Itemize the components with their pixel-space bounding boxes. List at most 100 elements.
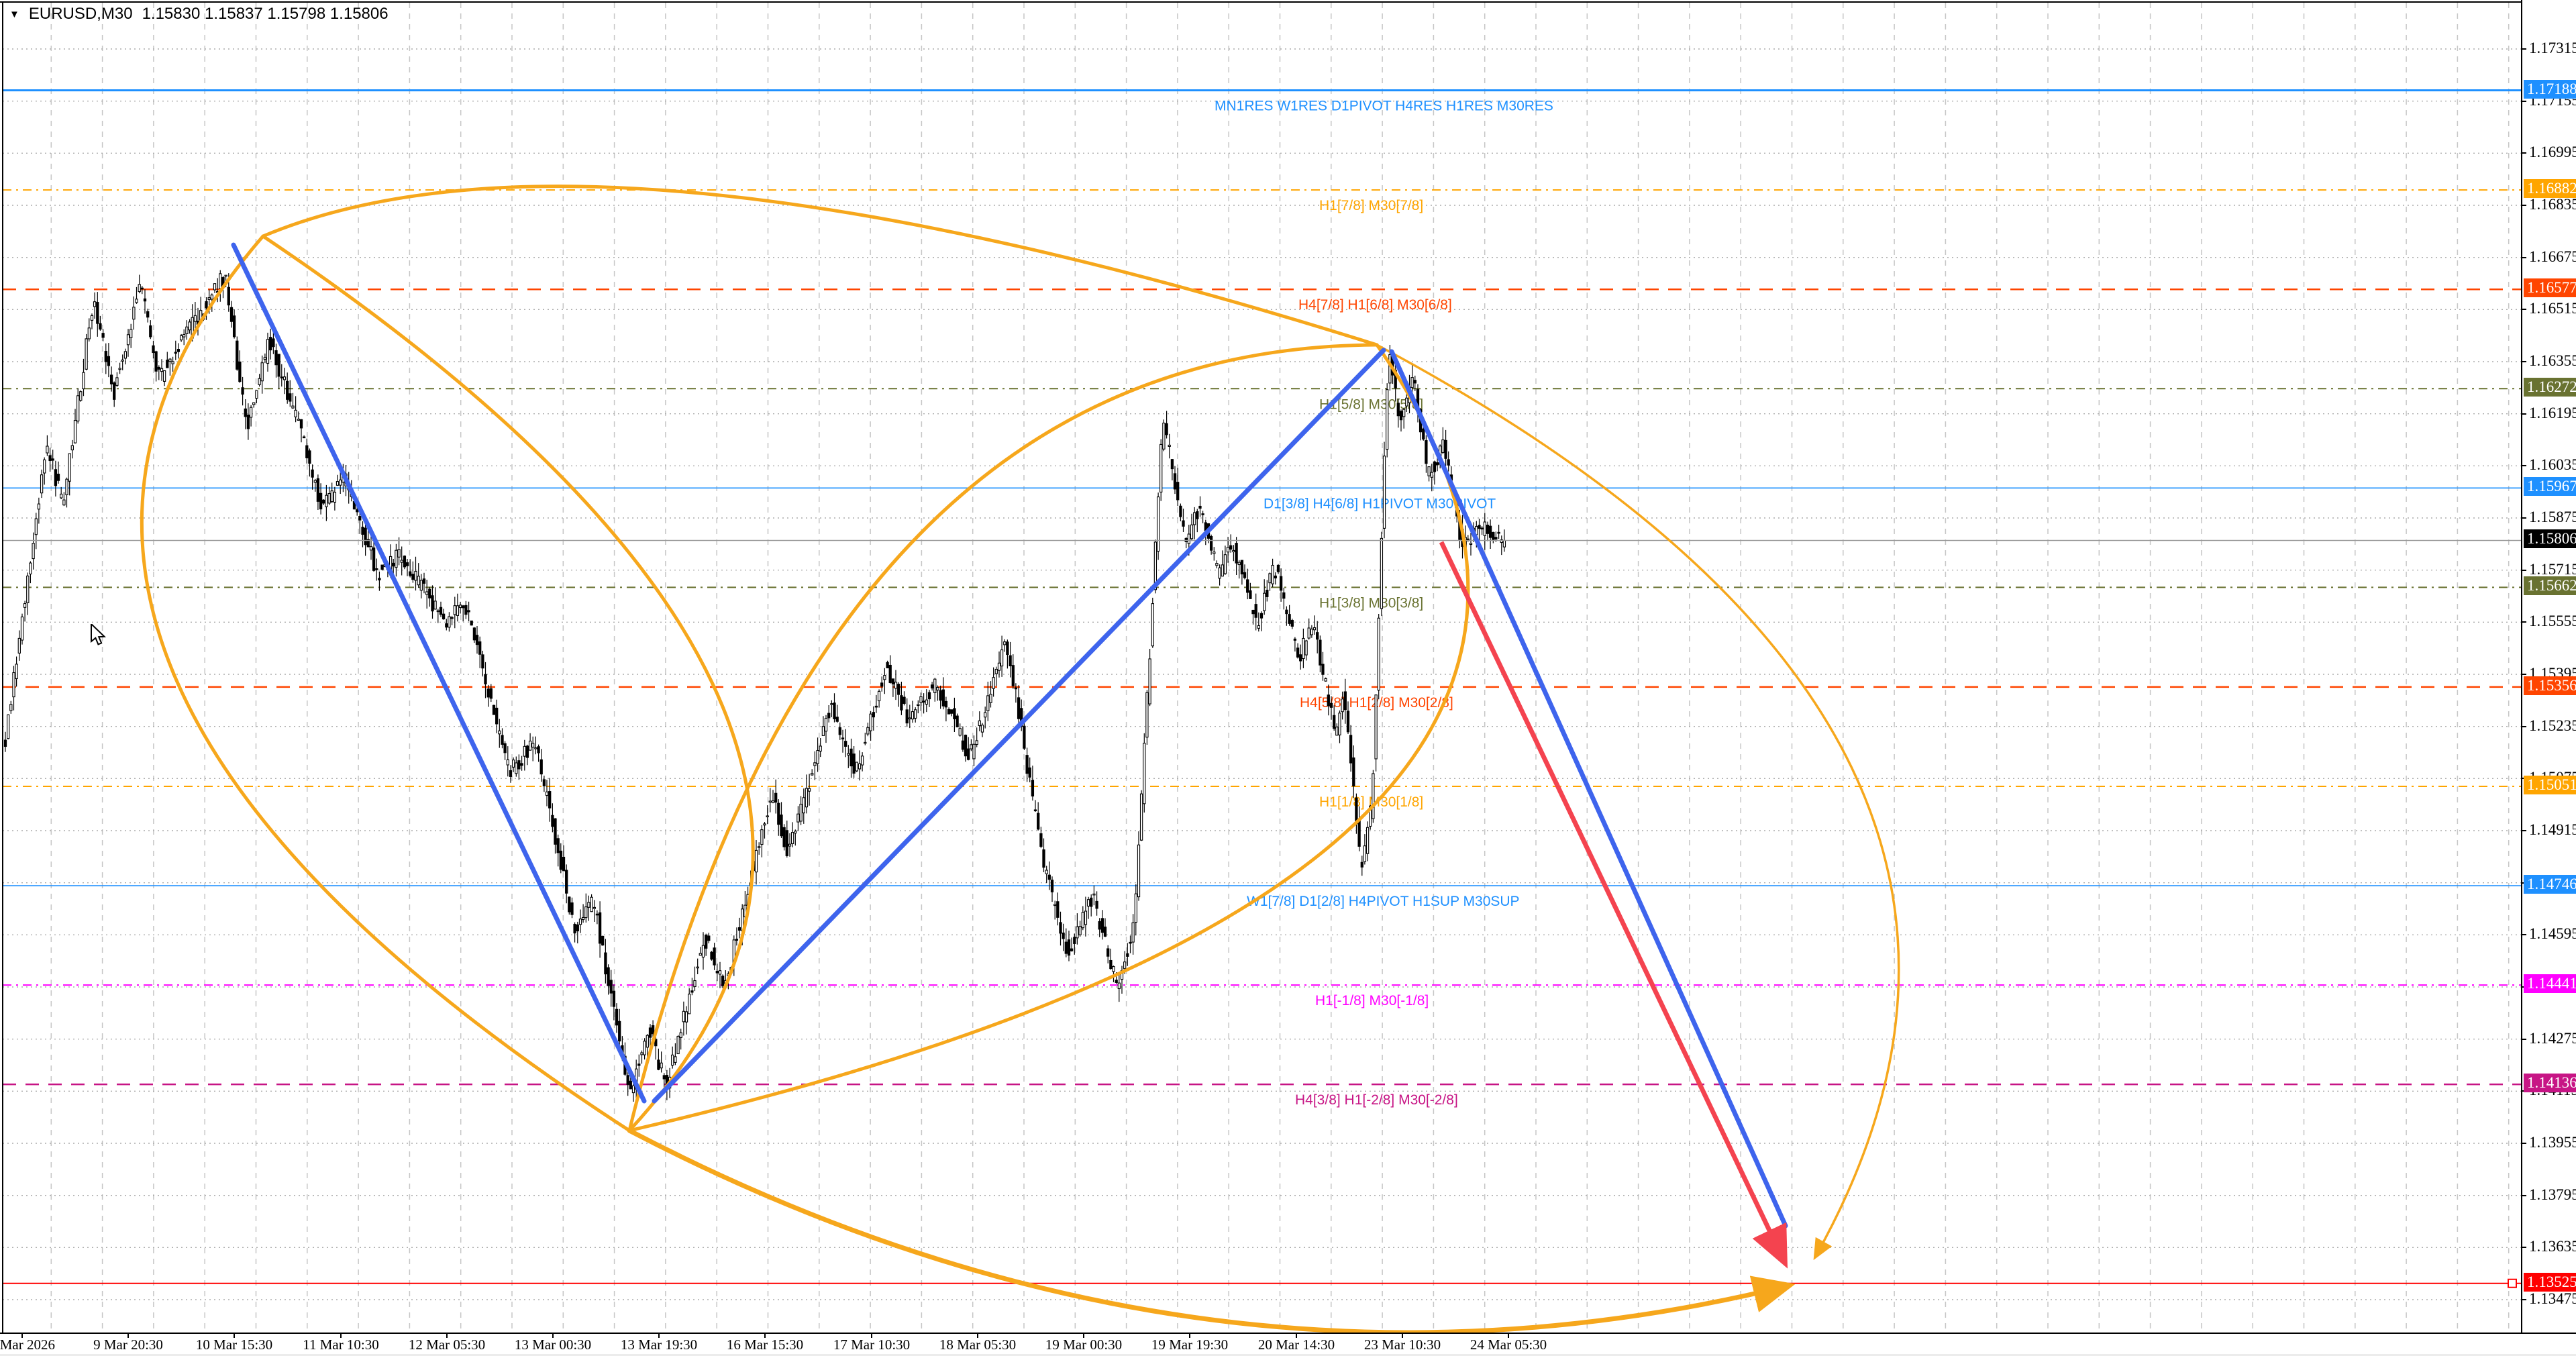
murrey-level-label: H4[7/8] H1[6/8] M30[6/8] bbox=[1298, 297, 1452, 313]
price-tick-label: 1.16515 bbox=[2529, 300, 2576, 317]
orange-cycle-arcs[interactable] bbox=[140, 185, 1900, 1333]
price-badge: 1.15806 bbox=[2524, 529, 2576, 549]
price-tick-label: 1.14915 bbox=[2529, 821, 2576, 838]
time-tick-mark bbox=[234, 1333, 235, 1338]
price-badge: 1.14746 bbox=[2524, 875, 2576, 894]
price-axis[interactable]: 1.17315 1.17155 1.16995 1.16835 1.16675 1.165… bbox=[2521, 0, 2576, 1333]
price-tick-mark bbox=[2521, 256, 2526, 258]
price-tick-label: 1.16035 bbox=[2529, 456, 2576, 474]
orange-arc bbox=[261, 234, 755, 1133]
time-tick-label: 9 Mar 2026 bbox=[0, 1337, 55, 1353]
price-badge: 1.14441 bbox=[2524, 974, 2576, 994]
price-tick-mark bbox=[2521, 465, 2526, 467]
price-tick-mark bbox=[2521, 1038, 2526, 1040]
time-tick-mark bbox=[977, 1333, 978, 1338]
price-badge: 1.15967 bbox=[2524, 477, 2576, 497]
orange-arc bbox=[627, 1128, 1796, 1333]
symbol-dropdown-icon[interactable]: ▼ bbox=[9, 8, 19, 20]
murrey-level-label: H1[-1/8] M30[-1/8] bbox=[1315, 993, 1429, 1008]
price-tick-label: 1.15235 bbox=[2529, 717, 2576, 734]
price-tick-mark bbox=[2521, 621, 2526, 623]
time-tick-label: 20 Mar 14:30 bbox=[1257, 1337, 1335, 1353]
murrey-level-label: MN1RES W1RES D1PIVOT H4RES H1RES M30RES bbox=[1215, 99, 1553, 114]
time-tick-label: 18 Mar 05:30 bbox=[939, 1337, 1017, 1353]
price-tick-mark bbox=[2521, 934, 2526, 936]
time-tick-label: 12 Mar 05:30 bbox=[408, 1337, 486, 1353]
time-tick-mark bbox=[21, 1333, 23, 1338]
murrey-levels: MN1RES W1RES D1PIVOT H4RES H1RES M30RES H… bbox=[3, 89, 2521, 1108]
time-tick-label: 17 Mar 10:30 bbox=[833, 1337, 911, 1353]
price-tick-mark bbox=[2521, 100, 2526, 102]
price-tick-mark bbox=[2521, 361, 2526, 362]
price-tick-label: 1.17315 bbox=[2529, 40, 2576, 56]
time-tick-mark bbox=[446, 1333, 448, 1338]
price-tick-label: 1.15555 bbox=[2529, 613, 2576, 630]
orange-arc bbox=[140, 234, 631, 1133]
time-tick-mark bbox=[1296, 1333, 1297, 1338]
time-tick-label: 10 Mar 15:30 bbox=[195, 1337, 273, 1353]
orange-arc bbox=[1376, 344, 1900, 1261]
trendline bbox=[1389, 349, 1788, 1229]
time-tick-mark bbox=[1189, 1333, 1190, 1338]
candlestick-chart[interactable]: MN1RES W1RES D1PIVOT H4RES H1RES M30RES H… bbox=[0, 0, 2521, 1333]
price-tick-mark bbox=[2521, 674, 2526, 675]
price-tick-mark bbox=[2521, 48, 2526, 50]
price-tick-mark bbox=[2521, 309, 2526, 311]
time-tick-label: 9 Mar 20:30 bbox=[93, 1337, 163, 1353]
price-tick-mark bbox=[2521, 152, 2526, 154]
time-axis[interactable]: 9 Mar 2026 9 Mar 20:30 10 Mar 15:30 11 Mar … bbox=[0, 1333, 2576, 1354]
price-tick-mark bbox=[2521, 413, 2526, 415]
price-tick-mark bbox=[2521, 517, 2526, 519]
price-badge: 1.15662 bbox=[2524, 576, 2576, 596]
time-tick-mark bbox=[658, 1333, 660, 1338]
price-tick-label: 1.14275 bbox=[2529, 1029, 2576, 1047]
time-tick-label: 11 Mar 10:30 bbox=[303, 1337, 379, 1353]
price-tick-label: 1.13475 bbox=[2529, 1290, 2576, 1307]
orange-arc bbox=[627, 343, 1379, 1133]
blue-trendlines[interactable] bbox=[231, 242, 1788, 1229]
murrey-level-label: H1[7/8] M30[7/8] bbox=[1319, 198, 1423, 213]
trendline bbox=[652, 348, 1386, 1104]
time-tick-mark bbox=[127, 1333, 129, 1338]
time-tick-label: 24 Mar 05:30 bbox=[1470, 1337, 1547, 1353]
time-tick-mark bbox=[552, 1333, 554, 1338]
price-tick-label: 1.16355 bbox=[2529, 352, 2576, 369]
price-tick-mark bbox=[2521, 830, 2526, 831]
murrey-level-label: D1[3/8] H4[6/8] H1PIVOT M30PIVOT bbox=[1264, 496, 1496, 511]
price-tick-label: 1.13635 bbox=[2529, 1238, 2576, 1255]
price-tick-mark bbox=[2521, 725, 2526, 727]
time-tick-mark bbox=[340, 1333, 342, 1338]
trendline bbox=[231, 242, 647, 1104]
chart-title-overlay: ▼ EURUSD,M30 1.15830 1.15837 1.15798 1.1… bbox=[9, 4, 389, 24]
chart-plot-area[interactable]: MN1RES W1RES D1PIVOT H4RES H1RES M30RES H… bbox=[0, 0, 2521, 1333]
time-tick-label: 23 Mar 10:30 bbox=[1363, 1337, 1441, 1353]
price-badge: 1.16272 bbox=[2524, 378, 2576, 397]
time-tick-label: 19 Mar 00:30 bbox=[1045, 1337, 1123, 1353]
time-tick-mark bbox=[1508, 1333, 1509, 1338]
red-horizontal-line[interactable] bbox=[3, 1278, 2521, 1288]
price-tick-label: 1.16835 bbox=[2529, 196, 2576, 213]
price-tick-mark bbox=[2521, 569, 2526, 571]
chart-left-border bbox=[2, 1, 3, 1333]
mouse-cursor bbox=[91, 624, 106, 645]
price-tick-mark bbox=[2521, 1194, 2526, 1196]
grid bbox=[3, 3, 2521, 1331]
hline-handle bbox=[2508, 1278, 2517, 1288]
ohlc-quotes: 1.15830 1.15837 1.15798 1.15806 bbox=[142, 5, 389, 23]
price-badge: 1.15051 bbox=[2524, 775, 2576, 794]
time-tick-mark bbox=[1402, 1333, 1403, 1338]
price-badge: 1.16882 bbox=[2524, 179, 2576, 199]
price-tick-label: 1.16675 bbox=[2529, 248, 2576, 265]
time-tick-label: 19 Mar 19:30 bbox=[1151, 1337, 1229, 1353]
price-tick-label: 1.16995 bbox=[2529, 144, 2576, 161]
price-tick-mark bbox=[2521, 1247, 2526, 1249]
price-tick-mark bbox=[2521, 205, 2526, 206]
time-tick-label: 16 Mar 15:30 bbox=[726, 1337, 804, 1353]
price-tick-label: 1.14595 bbox=[2529, 925, 2576, 943]
price-badge: 1.13525 bbox=[2524, 1272, 2576, 1292]
red-down-arrow[interactable] bbox=[1439, 541, 1788, 1269]
murrey-level-label: H1[3/8] M30[3/8] bbox=[1319, 595, 1423, 611]
symbol-timeframe-label: EURUSD,M30 bbox=[28, 5, 133, 23]
price-tick-label: 1.15715 bbox=[2529, 560, 2576, 578]
